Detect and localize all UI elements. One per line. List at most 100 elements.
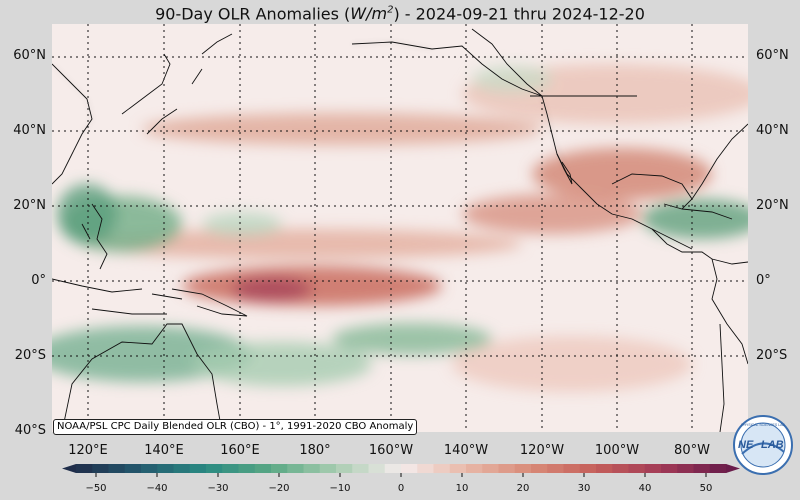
lon-label-160w: 160°W: [368, 443, 414, 458]
colorbar-cell: [303, 464, 321, 473]
colorbar-cell: [108, 464, 126, 473]
negative-anomaly-south-pacific-2: [192, 342, 372, 386]
colorbar-cell: [141, 464, 158, 473]
colorbar-cell: [498, 464, 516, 473]
colorbar-cell: [514, 464, 532, 473]
colorbar-cell: [319, 464, 337, 473]
colorbar-cell: [189, 464, 207, 473]
colorbar-cell: [157, 464, 174, 473]
graticule: [52, 24, 748, 432]
colorbar-cell: [287, 464, 304, 473]
colorbar-cell: [596, 464, 613, 473]
negative-anomaly-philippines: [57, 184, 117, 244]
coastline-south-america: [711, 258, 748, 432]
lon-label-100w: 100°W: [594, 443, 640, 458]
colorbar-cell: [368, 464, 386, 473]
negative-anomaly-caribbean: [642, 199, 748, 239]
colorbar-cell: [449, 464, 467, 473]
positive-anomaly-south-central: [452, 336, 692, 392]
positive-anomaly-central-pacific: [182, 266, 442, 306]
colorbar-tick-label: −50: [85, 483, 107, 494]
title-suffix: ) - 2024-09-21 thru 2024-12-20: [393, 4, 645, 24]
colorbar-tick-label: 30: [577, 483, 591, 494]
coastline-florida-atlantic: [691, 123, 748, 200]
title-prefix: 90-Day OLR Anomalies (: [155, 4, 351, 24]
colorbar-tick-label: −30: [207, 483, 229, 494]
title-units-exponent: 2: [387, 5, 394, 16]
lat-label-right-60n: 60°N: [756, 48, 789, 63]
negative-anomaly-central-north: [202, 212, 282, 236]
lat-label-left-60n: 60°N: [13, 48, 46, 63]
colorbar-cell: [547, 464, 564, 473]
noaa-psl-logo: NE LAB PHYSICAL SCIENCES LAB: [733, 415, 793, 475]
colorbar-cell: [238, 464, 256, 473]
colorbar-cell: [76, 464, 93, 473]
colorbar-tick-label: 20: [516, 483, 530, 494]
logo-text-top: PHYSICAL SCIENCES LAB: [741, 423, 785, 427]
lat-label-right-0: 0°: [756, 273, 771, 288]
colorbar-cell: [628, 464, 646, 473]
anomaly-field: [52, 64, 748, 392]
coastline-noise: [52, 41, 568, 175]
olr-anomaly-map: [52, 24, 748, 432]
colorbar-tick-label: −20: [268, 483, 290, 494]
colorbar-cell: [482, 464, 499, 473]
colorbar-cell: [612, 464, 629, 473]
colorbar-cells: [62, 464, 740, 473]
coastlines-fine: [52, 41, 568, 175]
coastline-japan: [121, 53, 178, 135]
lon-label-140e: 140°E: [144, 443, 184, 458]
logo-text-right: LAB: [761, 439, 784, 451]
coastline-new-guinea: [171, 288, 248, 317]
lon-label-120e: 120°E: [68, 443, 108, 458]
colorbar-tick-label: 10: [455, 483, 469, 494]
positive-anomaly-north-pacific: [142, 113, 542, 145]
colorbar-tick-label: 0: [397, 483, 405, 494]
colorbar-cell: [92, 464, 109, 473]
colorbar-cell: [709, 464, 727, 473]
colorbar-cell: [661, 464, 678, 473]
logo-text-left: NE: [738, 439, 754, 451]
positive-anomaly-east-pacific: [462, 194, 642, 234]
coastline-indonesia: [52, 278, 183, 315]
colorbar-cell: [222, 464, 239, 473]
lon-label-140w: 140°W: [443, 443, 489, 458]
coastline-baja: [556, 153, 573, 185]
colorbar-cell: [254, 464, 272, 473]
colorbar-cell: [352, 464, 369, 473]
colorbar-cell: [677, 464, 694, 473]
coastline-kamchatka: [191, 33, 233, 85]
colorbar-cell: [124, 464, 142, 473]
colorbar-cell: [384, 464, 402, 473]
lon-label-120w: 120°W: [519, 443, 565, 458]
coastline-central-america: [651, 228, 748, 265]
colorbar-cell: [401, 464, 418, 473]
lat-label-right-20s: 20°S: [756, 348, 788, 363]
colorbar-cell: [433, 464, 451, 473]
colorbar-cell: [466, 464, 483, 473]
colorbar-tick-marks: [95, 473, 707, 477]
logo-swoosh: [741, 442, 785, 455]
colorbar-cell: [417, 464, 434, 473]
colorbar-tick-label: 50: [699, 483, 713, 494]
data-source-credit: NOAA/PSL CPC Daily Blended OLR (CBO) - 1…: [53, 419, 418, 435]
map-title: 90-Day OLR Anomalies (W/m2) - 2024-09-21…: [0, 0, 800, 24]
logo-globe: [740, 422, 786, 468]
lon-label-80w: 80°W: [674, 443, 710, 458]
positive-anomaly-core: [232, 277, 312, 301]
lat-label-left-0: 0°: [31, 273, 46, 288]
colorbar-cell: [173, 464, 191, 473]
colorbar: [62, 464, 740, 477]
colorbar-cell: [563, 464, 581, 473]
lat-label-left-40s: 40°S: [14, 423, 46, 438]
lat-label-left-20n: 20°N: [13, 198, 46, 213]
colorbar-cell: [336, 464, 353, 473]
colorbar-tick-label: −10: [329, 483, 351, 494]
lon-label-160e: 160°E: [220, 443, 260, 458]
colorbar-cell: [579, 464, 597, 473]
colorbar-min-extension: [62, 464, 76, 473]
colorbar-cell: [644, 464, 662, 473]
title-units: W/m: [350, 4, 388, 24]
lat-label-right-40n: 40°N: [756, 123, 789, 138]
colorbar-cell: [271, 464, 288, 473]
